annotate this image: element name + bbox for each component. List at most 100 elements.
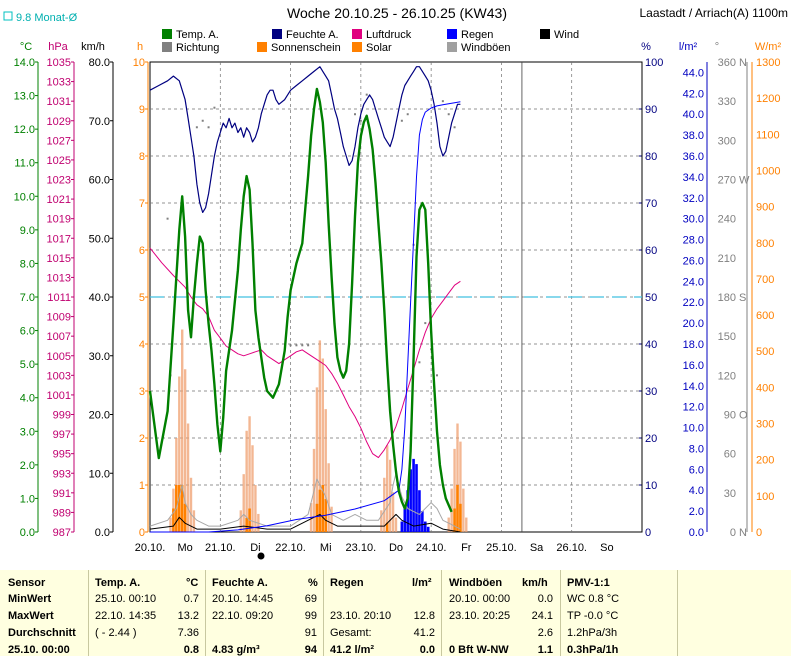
sunshine-bar — [180, 485, 184, 532]
rain-tick-label: 26.0 — [683, 255, 704, 267]
bars — [169, 329, 468, 532]
chart-title: Woche 20.10.25 - 26.10.25 (KW43) — [287, 5, 507, 21]
table-cell-temp-val: 0.8 — [183, 644, 199, 656]
header-temp: Temp. A. — [95, 577, 141, 589]
table-cell-gust-time: 20.10. 00:00 — [449, 593, 511, 605]
table-cell-gust-val: 1.1 — [537, 644, 553, 656]
sun-tick-label: 8 — [139, 151, 145, 163]
wind-tick-label: 20.0 — [89, 410, 110, 422]
direction-point — [289, 344, 292, 347]
axes: °C0.01.02.03.04.05.06.07.08.09.010.011.0… — [14, 41, 782, 539]
solar-tick-label: 1300 — [756, 57, 780, 69]
weekday-label: Fr — [461, 542, 472, 554]
solar-tick-label: 1100 — [756, 129, 780, 141]
series-line-wind — [149, 513, 461, 533]
sunshine-bar — [459, 503, 462, 532]
sun-tick-label: 7 — [139, 198, 145, 210]
legend-swatch — [257, 42, 267, 52]
rain-bar — [406, 490, 410, 532]
rain-tick-label: 28.0 — [683, 235, 704, 247]
series-lines — [148, 66, 461, 533]
table-cell-temp-time: 22.10. 14:35 — [95, 610, 157, 622]
table-cell-pmv: TP -0.0 °C — [567, 610, 619, 622]
solar-axis-unit: W/m² — [755, 41, 782, 53]
direction-point — [295, 344, 298, 347]
table-cell-pmv: WC 0.8 °C — [567, 593, 620, 605]
table-cell-rain-val: 12.8 — [413, 610, 435, 622]
table-cell-hum-time: 22.10. 09:20 — [212, 610, 274, 622]
sunshine-bar — [318, 489, 322, 532]
rain-bar — [423, 521, 427, 532]
table-cell-rain-val: 41.2 — [413, 627, 435, 639]
table-cell-hum-val: 69 — [304, 593, 317, 605]
direction-tick-label: 120 — [718, 370, 736, 382]
location-label: Laastadt / Arriach(A) 1100m — [639, 6, 788, 20]
humidity-tick-label: 0 — [645, 527, 651, 539]
solar-tick-label: 1200 — [756, 93, 780, 105]
table-cell-hum-val: 91 — [304, 627, 317, 639]
table-cell-temp-val: 0.7 — [183, 593, 199, 605]
day-label: 25.10. — [486, 542, 517, 554]
pressure-tick-label: 987 — [53, 527, 71, 539]
pressure-tick-label: 1027 — [47, 135, 71, 147]
legend-swatch — [447, 42, 457, 52]
pressure-tick-label: 1019 — [47, 214, 71, 226]
temp-tick-label: 11.0 — [14, 158, 35, 170]
header-gust-unit: km/h — [522, 577, 548, 589]
sun-tick-label: 3 — [139, 386, 145, 398]
table-cell-gust-time: 0 Bft W-NW — [449, 644, 509, 656]
header-hum: Feuchte A. — [212, 577, 268, 589]
sun-tick-label: 5 — [139, 292, 145, 304]
compass-label: N — [739, 57, 747, 69]
weekday-label: Mi — [320, 542, 332, 554]
table-cell-temp-val: 13.2 — [177, 610, 199, 622]
temp-tick-label: 10.0 — [14, 191, 35, 203]
day-label: 21.10. — [205, 542, 236, 554]
legend-label: Windböen — [461, 42, 511, 54]
table-cell-gust-val: 2.6 — [537, 627, 553, 639]
weekday-label: Di — [250, 542, 260, 554]
pressure-tick-label: 1009 — [47, 312, 71, 324]
rain-tick-label: 22.0 — [683, 297, 704, 309]
legend-label: Solar — [366, 42, 392, 54]
wind-tick-label: 10.0 — [89, 468, 110, 480]
table-cell-rain-time: Gesamt: — [330, 627, 372, 639]
humidity-tick-label: 20 — [645, 433, 657, 445]
pressure-axis-unit: hPa — [48, 41, 68, 53]
rain-bar — [412, 458, 415, 532]
pressure-tick-label: 1023 — [47, 175, 71, 187]
temp-tick-label: 7.0 — [20, 292, 35, 304]
direction-point — [354, 113, 356, 116]
pressure-tick-label: 1033 — [47, 77, 71, 89]
rain-tick-label: 6.0 — [689, 464, 704, 476]
direction-point — [453, 126, 456, 129]
wind-tick-label: 80.0 — [89, 57, 110, 69]
pressure-tick-label: 1001 — [47, 390, 71, 402]
temp-tick-label: 8.0 — [20, 258, 35, 270]
rain-bar — [426, 526, 430, 532]
humidity-tick-label: 90 — [645, 104, 657, 116]
direction-point — [301, 344, 304, 347]
temp-tick-label: 0.0 — [20, 527, 35, 539]
rain-axis-unit: l/m² — [679, 41, 698, 53]
direction-tick-label: 30 — [724, 488, 736, 500]
temp-tick-label: 9.0 — [20, 225, 35, 237]
pressure-tick-label: 989 — [53, 507, 71, 519]
table-cell-rain-time: 23.10. 20:10 — [330, 610, 392, 622]
solar-tick-label: 300 — [756, 419, 774, 431]
table-cell-temp-time: 25.10. 00:10 — [95, 593, 157, 605]
rain-bar — [403, 505, 407, 532]
day-label: 20.10. — [135, 542, 166, 554]
direction-axis-unit: ° — [715, 41, 719, 53]
pressure-tick-label: 1005 — [47, 351, 71, 363]
sun-tick-label: 6 — [139, 245, 145, 257]
wind-tick-label: 40.0 — [89, 292, 110, 304]
rain-bar — [421, 511, 424, 532]
sunshine-bar — [321, 485, 325, 532]
table-cell-rain-time: 41.2 l/m² — [330, 644, 375, 656]
weekday-label: Do — [389, 542, 403, 554]
humidity-tick-label: 40 — [645, 339, 657, 351]
direction-point — [359, 119, 362, 122]
compass-label: O — [739, 410, 748, 422]
direction-point — [424, 322, 427, 325]
